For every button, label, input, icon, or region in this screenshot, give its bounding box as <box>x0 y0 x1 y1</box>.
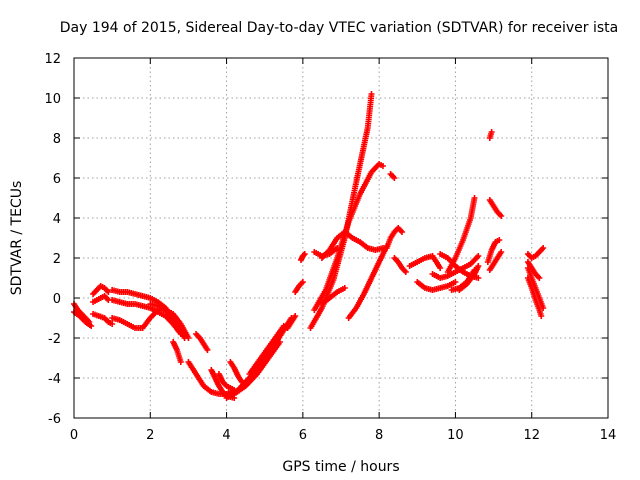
y-tick-label: 6 <box>53 172 61 187</box>
y-tick-label: -2 <box>48 332 61 347</box>
data-point <box>341 285 348 291</box>
data-point <box>437 265 444 271</box>
plot-frame <box>73 57 609 419</box>
data-point <box>105 289 112 295</box>
x-tick-label: 14 <box>600 428 617 443</box>
x-tick-label: 10 <box>447 428 464 443</box>
data-point <box>391 175 398 181</box>
chart-title: Day 194 of 2015, Sidereal Day-to-day VTE… <box>60 20 618 36</box>
data-point <box>88 323 95 329</box>
data-point <box>496 237 503 243</box>
data-point <box>299 279 306 285</box>
data-point <box>301 251 308 257</box>
y-tick-label: 10 <box>44 92 61 107</box>
data-point <box>471 195 478 201</box>
y-tick-labels: -6 -4 -2 0 2 4 6 8 10 12 <box>44 52 61 427</box>
data-point <box>475 275 482 281</box>
x-tick-label: 6 <box>299 428 307 443</box>
x-axis-label: GPS time / hours <box>282 459 399 475</box>
x-tick-labels: 0 2 4 6 8 10 12 14 <box>70 428 616 443</box>
y-tick-label: -6 <box>48 412 61 427</box>
data-point <box>488 129 495 135</box>
x-tick-label: 8 <box>375 428 383 443</box>
data-point <box>498 213 505 219</box>
data-point <box>185 335 192 341</box>
data-point <box>538 313 545 319</box>
data-point <box>334 245 341 251</box>
y-axis-label: SDTVAR / TECUs <box>9 181 25 296</box>
data-point <box>177 359 184 365</box>
y-tick-label: 0 <box>53 292 61 307</box>
data-point <box>536 275 543 281</box>
data-points <box>71 91 547 401</box>
y-tick-label: -4 <box>48 372 61 387</box>
data-point <box>379 163 386 169</box>
data-point <box>109 321 116 327</box>
y-tick-label: 2 <box>53 252 61 267</box>
data-point <box>475 263 482 269</box>
data-point <box>300 252 307 258</box>
data-point <box>204 347 211 353</box>
data-point <box>475 253 482 259</box>
data-point <box>540 245 547 251</box>
x-tick-label: 12 <box>523 428 540 443</box>
grid <box>74 58 608 418</box>
data-point <box>498 249 505 255</box>
x-tick-label: 4 <box>222 428 230 443</box>
data-point <box>292 313 299 319</box>
y-tick-label: 4 <box>53 212 61 227</box>
y-tick-label: 8 <box>53 132 61 147</box>
data-point <box>402 269 409 275</box>
data-point <box>368 91 375 97</box>
data-point <box>452 279 459 285</box>
data-point <box>399 229 406 235</box>
x-tick-label: 2 <box>146 428 154 443</box>
y-tick-label: 12 <box>44 52 61 67</box>
x-tick-label: 0 <box>70 428 78 443</box>
